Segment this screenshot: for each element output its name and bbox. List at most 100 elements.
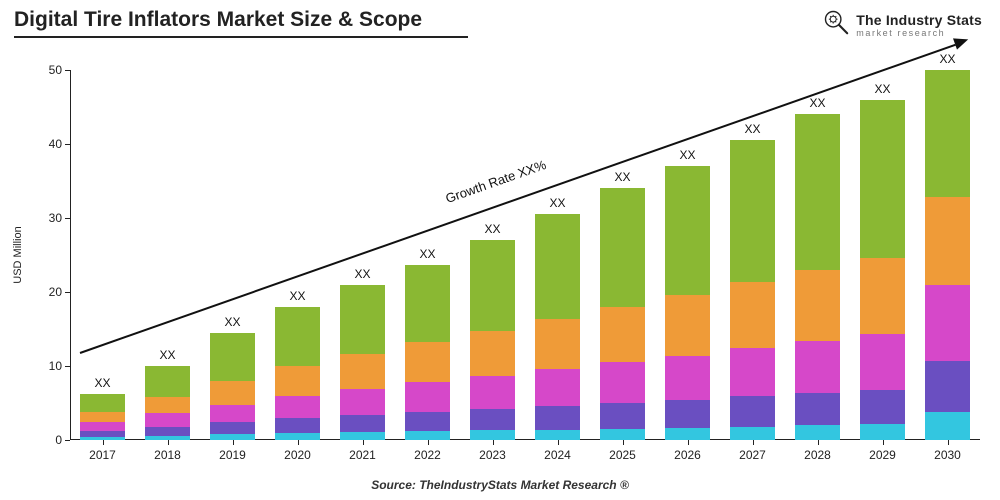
bar: XX	[925, 70, 971, 440]
source-citation: Source: TheIndustryStats Market Research…	[0, 478, 1000, 492]
bar-segment	[795, 425, 841, 440]
bar-segment	[925, 412, 971, 440]
bar-segment	[210, 405, 256, 423]
x-tick-mark	[493, 440, 494, 445]
bar-segment	[340, 432, 386, 440]
bar-segment	[340, 354, 386, 389]
y-axis-label: USD Million	[12, 226, 24, 283]
bar-segment	[925, 70, 971, 197]
y-tick-label: 40	[49, 137, 62, 151]
bar-segment	[600, 188, 646, 306]
x-tick-mark	[623, 440, 624, 445]
brand-name: The Industry Stats	[856, 12, 982, 28]
chart-title: Digital Tire Inflators Market Size & Sco…	[14, 8, 422, 32]
x-tick-mark	[688, 440, 689, 445]
bar-segment	[145, 397, 191, 413]
y-tick-mark	[65, 292, 70, 293]
y-tick-mark	[65, 144, 70, 145]
bar-segment	[925, 285, 971, 360]
y-tick-mark	[65, 218, 70, 219]
bar-segment	[470, 331, 516, 376]
bar: XX	[795, 114, 841, 440]
bar-segment	[275, 433, 321, 440]
bar-segment	[925, 197, 971, 286]
x-tick-mark	[558, 440, 559, 445]
x-tick-label: 2017	[89, 448, 116, 462]
bar-segment	[145, 427, 191, 436]
bar-segment	[860, 390, 906, 425]
x-tick-mark	[753, 440, 754, 445]
bar-segment	[600, 307, 646, 363]
bar-segment	[795, 393, 841, 426]
bar-segment	[470, 376, 516, 409]
bar-value-label: XX	[145, 348, 191, 362]
y-tick-label: 50	[49, 63, 62, 77]
bar-segment	[275, 366, 321, 396]
bar-segment	[730, 348, 776, 396]
x-tick-label: 2018	[154, 448, 181, 462]
bar: XX	[405, 265, 451, 440]
bar-value-label: XX	[405, 247, 451, 261]
bar-segment	[405, 382, 451, 412]
x-tick-label: 2023	[479, 448, 506, 462]
y-tick-label: 20	[49, 285, 62, 299]
bar-segment	[470, 430, 516, 440]
y-tick-label: 0	[55, 433, 62, 447]
bar-segment	[535, 369, 581, 406]
bar-value-label: XX	[275, 289, 321, 303]
bar-segment	[275, 418, 321, 433]
bar-segment	[795, 341, 841, 393]
bar: XX	[210, 333, 256, 440]
x-tick-mark	[298, 440, 299, 445]
bar-segment	[665, 356, 711, 400]
bars-container: XXXXXXXXXXXXXXXXXXXXXXXXXXXX	[70, 70, 980, 440]
bar-segment	[730, 140, 776, 282]
bar-value-label: XX	[535, 196, 581, 210]
bar-segment	[925, 361, 971, 412]
bar: XX	[470, 240, 516, 440]
bar-segment	[600, 429, 646, 440]
bar-segment	[470, 409, 516, 430]
bar-segment	[340, 415, 386, 432]
x-tick-mark	[363, 440, 364, 445]
chart-area: USD Million XXXXXXXXXXXXXXXXXXXXXXXXXXXX…	[70, 70, 980, 440]
title-underline	[14, 36, 468, 38]
bar-segment	[860, 100, 906, 258]
y-tick-mark	[65, 366, 70, 367]
bar-segment	[860, 334, 906, 390]
magnifier-gear-icon	[822, 8, 850, 41]
bar: XX	[80, 394, 126, 440]
x-tick-mark	[233, 440, 234, 445]
bar-segment	[730, 396, 776, 426]
x-tick-label: 2021	[349, 448, 376, 462]
bar-segment	[405, 265, 451, 342]
bar: XX	[535, 214, 581, 440]
x-tick-label: 2024	[544, 448, 571, 462]
x-tick-label: 2019	[219, 448, 246, 462]
x-tick-label: 2029	[869, 448, 896, 462]
bar-segment	[340, 285, 386, 355]
bar: XX	[340, 285, 386, 440]
bar-segment	[405, 342, 451, 382]
bar-segment	[210, 333, 256, 381]
bar-segment	[665, 400, 711, 428]
plot-region: USD Million XXXXXXXXXXXXXXXXXXXXXXXXXXXX…	[70, 70, 980, 440]
bar-segment	[600, 362, 646, 403]
bar-segment	[405, 412, 451, 431]
bar: XX	[860, 100, 906, 440]
bar-segment	[795, 114, 841, 269]
bar-segment	[145, 413, 191, 426]
bar-segment	[535, 406, 581, 430]
bar-value-label: XX	[860, 82, 906, 96]
bar-segment	[535, 319, 581, 369]
bar: XX	[600, 188, 646, 440]
y-tick-label: 30	[49, 211, 62, 225]
bar-segment	[275, 307, 321, 366]
x-tick-mark	[428, 440, 429, 445]
bar-value-label: XX	[340, 267, 386, 281]
bar-value-label: XX	[730, 122, 776, 136]
bar-segment	[795, 270, 841, 341]
x-tick-label: 2027	[739, 448, 766, 462]
x-tick-mark	[818, 440, 819, 445]
bar-segment	[600, 403, 646, 429]
